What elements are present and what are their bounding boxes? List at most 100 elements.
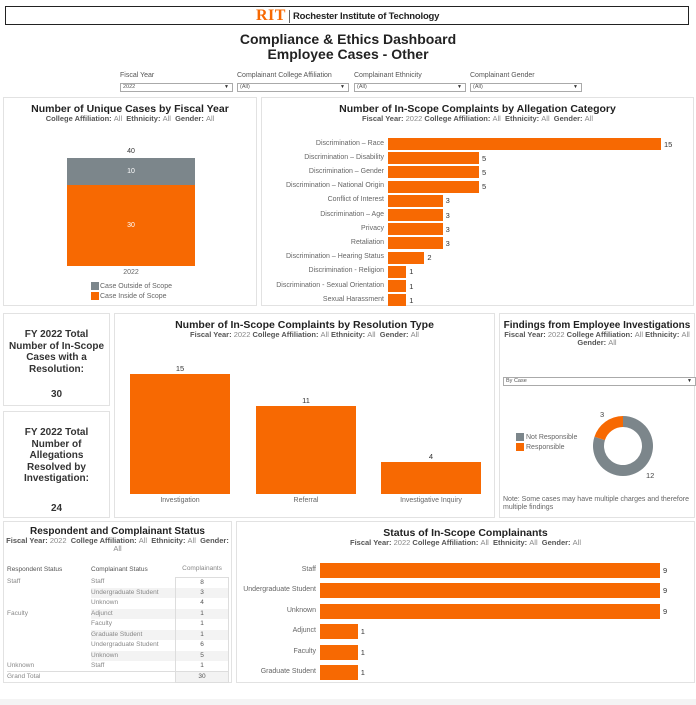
filter-caption-part: 2022 xyxy=(393,538,411,547)
bar[interactable] xyxy=(130,374,230,494)
complainant-cell: Undergraduate Student xyxy=(91,641,159,649)
filter-caption-part: College Affiliation: xyxy=(424,114,491,123)
y-tick-label: Discrimination – Disability xyxy=(304,153,384,161)
chart-subtitle: Fiscal Year: 2022 College Affiliation: A… xyxy=(115,331,494,339)
bar[interactable] xyxy=(388,251,425,264)
bar-value-label: 11 xyxy=(302,396,310,405)
filter-caption-part: All xyxy=(480,538,489,547)
bar[interactable] xyxy=(256,406,356,494)
legend-swatch-orange xyxy=(516,443,524,451)
y-tick-label: Retaliation xyxy=(350,238,384,246)
bar[interactable] xyxy=(388,194,443,207)
col-header-complainants[interactable]: Complainants xyxy=(182,565,222,573)
filter-caption-part: 2022 xyxy=(233,330,251,339)
respondent-cell: Unknown xyxy=(7,662,35,669)
bar[interactable] xyxy=(388,223,443,236)
legend-item[interactable]: Responsible xyxy=(516,442,577,452)
y-tick-label: Discrimination – Gender xyxy=(308,167,384,175)
complainant-cell: Adjunct xyxy=(91,608,176,619)
respondent-cell: Faculty xyxy=(7,609,28,617)
grand-total-row: Grand Total 30 xyxy=(7,671,229,683)
bar-value-label: 15 xyxy=(664,139,673,149)
logo-text: Rochester Institute of Technology xyxy=(292,10,440,22)
bar[interactable] xyxy=(388,237,443,250)
bar-value-label: 2 xyxy=(427,253,432,263)
y-tick-label: Conflict of Interest xyxy=(327,196,384,204)
bar-value-label: 4 xyxy=(428,452,434,461)
slice-label: 12 xyxy=(646,471,654,480)
col-header-respondent[interactable]: Respondent Status xyxy=(7,565,63,573)
bar[interactable] xyxy=(388,209,443,221)
slice-responsible[interactable] xyxy=(594,416,623,441)
bar[interactable] xyxy=(388,294,407,307)
college-affiliation-select[interactable]: (All) ▼ xyxy=(237,83,349,92)
filter-caption-part: College Affiliation: xyxy=(45,114,112,123)
legend: Case Outside of Scope Case Inside of Sco… xyxy=(91,281,172,301)
table-header-row: Respondent Status Complainant Status Compl… xyxy=(7,562,229,577)
bar[interactable] xyxy=(320,563,660,578)
filter-label: Fiscal Year xyxy=(120,72,155,79)
bar[interactable] xyxy=(320,583,660,599)
filter-caption-part: All xyxy=(584,114,593,123)
complainant-cell: Unknown xyxy=(91,650,176,661)
chart-title: Findings from Employee Investigations xyxy=(503,320,691,331)
col-header-complainant[interactable]: Complainant Status xyxy=(91,565,148,573)
filter-caption-part: 2022 xyxy=(49,536,67,545)
table-row: Unknown 5 xyxy=(7,650,229,662)
bar[interactable] xyxy=(388,152,479,165)
filter-caption-part: College Affiliation: xyxy=(70,536,137,545)
filter-caption-part: All xyxy=(205,114,215,123)
chevron-down-icon: ▼ xyxy=(687,378,692,384)
bar[interactable] xyxy=(388,180,479,193)
table-subtitle: Fiscal Year: 2022 College Affiliation: A… xyxy=(4,537,231,553)
bar[interactable] xyxy=(320,624,358,640)
filter-caption-part: Ethnicity: xyxy=(493,538,528,547)
y-tick-label: Adjunct xyxy=(292,627,316,635)
bar[interactable] xyxy=(320,603,660,619)
legend-item[interactable]: Not Responsible xyxy=(516,432,577,442)
ethnicity-select[interactable]: (All) ▼ xyxy=(354,83,466,92)
y-tick-label: Discrimination – National Origin xyxy=(285,182,384,190)
bar-value-label: 3 xyxy=(445,210,450,220)
legend: Not Responsible Responsible xyxy=(516,432,577,452)
findings-panel: Findings from Employee Investigations Fi… xyxy=(499,313,696,518)
bar-inside-scope[interactable]: 30 xyxy=(67,185,195,266)
findings-donut: 12 3 xyxy=(593,410,654,480)
y-tick-label: Discrimination – Hearing Status xyxy=(285,253,384,261)
y-tick-label: Staff xyxy=(301,566,316,573)
filter-caption-part: All xyxy=(492,114,501,123)
respondent-cell xyxy=(7,651,91,662)
kpi-resolution-label: FY 2022 Total Number of In-Scope Cases w… xyxy=(9,329,105,375)
bar[interactable] xyxy=(388,166,479,179)
filter-caption-part: Ethnicity: xyxy=(505,114,540,123)
bar-outside-scope[interactable]: 10 xyxy=(67,158,195,185)
findings-mode-select[interactable]: By Case ▼ xyxy=(503,377,696,386)
grand-total-spacer xyxy=(91,671,176,683)
y-tick-label: Privacy xyxy=(361,224,384,232)
table-row: Unknown Staff 1 xyxy=(7,661,229,672)
chevron-down-icon: ▼ xyxy=(457,84,462,90)
legend-item[interactable]: Case Inside of Scope xyxy=(91,291,172,301)
gender-select[interactable]: (All) ▼ xyxy=(470,83,582,92)
complainant-cell: Staff xyxy=(91,662,105,669)
complainant-cell: Undergraduate Student xyxy=(91,587,176,598)
kpi-investigation-value: 24 xyxy=(50,502,63,514)
filter-caption-part: All xyxy=(529,538,538,547)
bar[interactable] xyxy=(388,280,407,292)
bar[interactable] xyxy=(388,265,407,278)
legend-item[interactable]: Case Outside of Scope xyxy=(91,281,172,291)
bar[interactable] xyxy=(388,138,661,150)
select-value: (All) xyxy=(473,84,483,90)
filter-caption-part: College Affiliation: xyxy=(412,538,479,547)
bar-value-label: 5 xyxy=(482,167,487,177)
bar[interactable] xyxy=(320,665,358,680)
fiscal-year-select[interactable]: 2022 ▼ xyxy=(120,83,233,92)
bar-value-label: 3 xyxy=(445,224,450,234)
bar-value-label: 1 xyxy=(360,627,365,637)
x-tick-label: Referral xyxy=(293,497,319,504)
slice-not-responsible[interactable] xyxy=(593,416,653,476)
unique-cases-panel: Number of Unique Cases by Fiscal Year Co… xyxy=(3,97,257,306)
bar[interactable] xyxy=(381,462,481,494)
bar[interactable] xyxy=(320,644,358,660)
complainant-cell: Graduate Student xyxy=(91,629,176,640)
